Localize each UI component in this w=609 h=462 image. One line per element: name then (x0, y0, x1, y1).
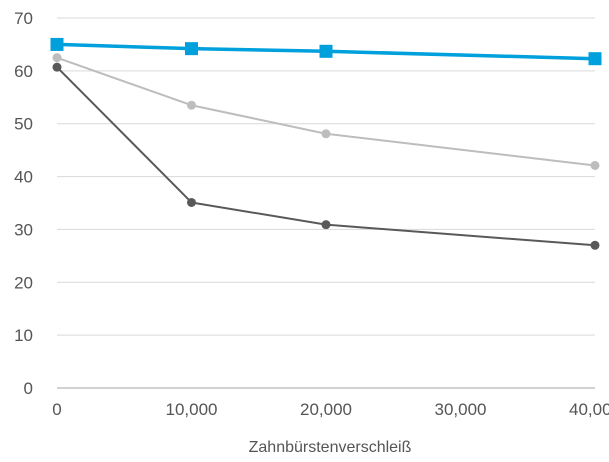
y-tick-label: 40 (14, 168, 33, 187)
x-tick-label: 10,000 (166, 400, 218, 419)
x-tick-label: 0 (52, 400, 61, 419)
series-line (56, 66, 596, 247)
data-point-circle (590, 160, 600, 170)
series-layer (50, 37, 602, 250)
series-line (56, 42, 596, 61)
x-tick-label: 40,000 (569, 400, 609, 419)
data-point-circle (187, 197, 196, 207)
data-point-square (185, 42, 198, 56)
data-point-square (319, 44, 333, 58)
y-tick-label: 60 (14, 62, 33, 81)
data-point-circle (590, 240, 600, 250)
data-point-circle (52, 53, 62, 63)
y-tick-label: 20 (14, 273, 33, 292)
data-point-circle (321, 129, 331, 139)
x-axis-tick-labels: 0 10,000 20,000 30,000 40,000 (52, 400, 609, 419)
data-point-circle (187, 100, 196, 110)
gridlines (57, 17, 595, 389)
y-tick-label: 30 (14, 220, 33, 239)
y-tick-label: 10 (14, 326, 33, 345)
series-line (56, 56, 596, 167)
data-point-circle (52, 62, 62, 72)
y-tick-label: 0 (24, 379, 33, 398)
y-axis-tick-labels: 0 10 20 30 40 50 60 70 (14, 9, 33, 398)
data-point-square (50, 37, 64, 51)
y-tick-label: 70 (14, 9, 33, 28)
x-tick-label: 20,000 (300, 400, 352, 419)
y-tick-label: 50 (14, 115, 33, 134)
data-point-circle (321, 220, 331, 230)
x-axis-title: Zahnbürstenverschleiß (249, 439, 412, 456)
data-point-square (588, 52, 602, 66)
x-tick-label: 30,000 (435, 400, 487, 419)
